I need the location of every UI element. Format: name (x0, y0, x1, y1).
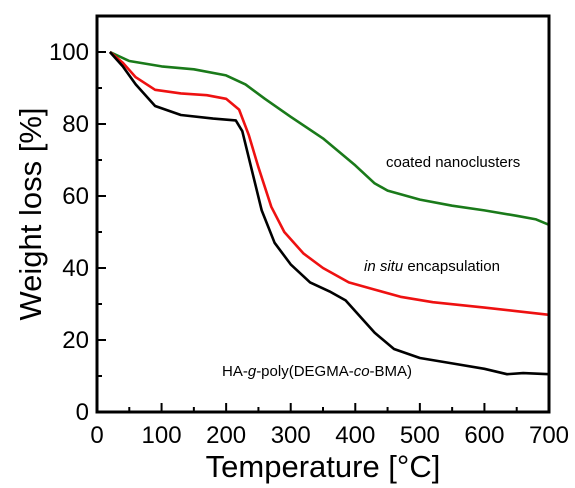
x-tick-label: 200 (206, 422, 246, 449)
x-tick-label: 300 (271, 422, 311, 449)
series-line (108, 51, 550, 376)
y-tick-label: 0 (76, 399, 89, 426)
series-line (109, 50, 550, 226)
x-axis-title: Temperature [°C] (206, 449, 441, 484)
tick-labels: 0 100 200 300 400 500 600 700 0 20 40 60 80 100 (49, 39, 569, 449)
x-tick-label: 700 (529, 422, 569, 449)
y-tick-label: 40 (62, 255, 89, 282)
x-tick-label: 600 (464, 422, 504, 449)
x-tick-label: 400 (335, 422, 375, 449)
y-tick-label: 60 (62, 183, 89, 210)
series-line (109, 51, 550, 317)
axis-ticks (96, 51, 550, 413)
x-tick-label: 100 (142, 422, 182, 449)
y-tick-label: 20 (62, 327, 89, 354)
y-tick-label: 80 (62, 111, 89, 138)
x-tick-label: 500 (400, 422, 440, 449)
y-axis-title: Weight loss [%] (13, 107, 48, 320)
annotation-coated-nanoclusters: coated nanoclusters (386, 154, 520, 171)
x-tick-label: 0 (90, 422, 103, 449)
plot-frame (95, 14, 551, 414)
series-lines (108, 50, 550, 376)
y-tick-label: 100 (49, 39, 89, 66)
annotation-ha-g-poly: HA-g-poly(DEGMA-co-BMA) (222, 363, 412, 380)
annotation-in-situ-encapsulation: in situ encapsulation (364, 258, 500, 275)
